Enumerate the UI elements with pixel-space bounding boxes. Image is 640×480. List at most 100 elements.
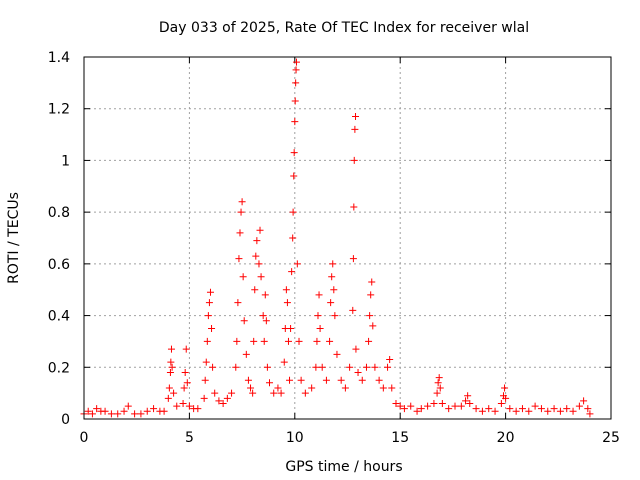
data-point	[182, 345, 190, 353]
data-point	[407, 402, 415, 410]
data-point	[435, 374, 443, 382]
data-point	[234, 299, 242, 307]
data-point	[384, 363, 392, 371]
data-point	[350, 156, 358, 164]
data-point	[215, 397, 223, 405]
y-tick-label: 0.4	[48, 309, 70, 325]
data-point	[369, 322, 377, 330]
data-point	[206, 288, 214, 296]
data-point	[575, 402, 583, 410]
data-point	[284, 337, 292, 345]
data-point	[203, 337, 211, 345]
data-point	[329, 260, 337, 268]
data-point	[223, 394, 231, 402]
tick-layer: 0 5 10 15 20 25 0 0.2 0.4 0.6 0.8 1 1.2 1.4	[48, 50, 620, 446]
data-point	[563, 405, 571, 413]
data-point	[328, 273, 336, 281]
data-point	[580, 397, 588, 405]
chart-title: Day 033 of 2025, Rate Of TEC Index for r…	[159, 20, 529, 36]
data-point	[351, 125, 359, 133]
data-point	[219, 399, 227, 407]
data-point	[239, 273, 247, 281]
data-point	[349, 255, 357, 263]
data-point	[185, 402, 193, 410]
data-point	[316, 325, 324, 332]
data-point	[367, 291, 375, 299]
data-point	[211, 389, 219, 397]
y-tick-label: 1	[61, 153, 70, 169]
data-point	[550, 405, 558, 413]
plot-frame	[83, 56, 612, 420]
data-point	[330, 286, 338, 294]
data-point	[170, 389, 178, 397]
data-point	[114, 410, 122, 418]
data-point	[201, 376, 209, 384]
data-point	[466, 399, 474, 407]
data-point	[525, 407, 533, 415]
data-point	[434, 379, 442, 387]
data-point	[208, 325, 216, 332]
data-point	[346, 363, 354, 371]
data-point	[314, 312, 322, 320]
data-point	[137, 410, 145, 418]
data-point	[292, 66, 300, 74]
data-point	[179, 399, 187, 407]
data-point	[173, 402, 181, 410]
data-point	[445, 405, 453, 413]
data-point	[292, 79, 300, 87]
data-point	[584, 405, 592, 413]
data-point	[290, 149, 298, 157]
x-axis-label: GPS time / hours	[285, 459, 402, 475]
data-point	[438, 399, 446, 407]
data-point	[388, 384, 396, 392]
data-point	[120, 407, 128, 415]
data-point	[556, 407, 564, 415]
data-point	[518, 405, 526, 413]
data-point	[301, 389, 309, 397]
data-point	[160, 407, 168, 415]
data-point	[150, 405, 158, 413]
data-point	[349, 306, 357, 314]
data-point	[502, 394, 510, 402]
data-point	[371, 363, 379, 371]
data-point	[451, 402, 459, 410]
data-point	[341, 384, 349, 392]
data-point	[375, 376, 383, 384]
data-point	[506, 405, 514, 413]
y-tick-label: 0	[61, 412, 70, 428]
y-axis-label: ROTI / TECUs	[6, 192, 22, 284]
data-point	[386, 356, 394, 364]
data-point	[424, 402, 432, 410]
data-point	[107, 410, 115, 418]
data-point	[238, 198, 246, 206]
data-point	[295, 337, 303, 345]
data-point	[131, 410, 139, 418]
data-point	[512, 407, 520, 415]
data-point	[352, 345, 360, 353]
data-point	[266, 379, 274, 387]
data-point	[236, 229, 244, 237]
data-point	[350, 203, 358, 211]
data-point	[396, 402, 404, 410]
data-point	[586, 410, 594, 418]
data-point	[263, 363, 271, 371]
data-point	[249, 389, 257, 397]
data-point	[200, 394, 208, 402]
data-point	[232, 363, 240, 371]
data-point	[352, 112, 360, 120]
data-point	[259, 312, 267, 320]
data-point	[256, 226, 264, 234]
data-point	[274, 384, 282, 392]
data-point	[88, 410, 96, 418]
data-point	[292, 58, 300, 66]
data-point	[436, 384, 444, 392]
data-point	[308, 384, 316, 392]
x-tick-label: 0	[80, 430, 89, 446]
data-point	[167, 345, 175, 353]
data-point	[261, 291, 269, 299]
data-point	[270, 389, 278, 397]
data-point	[84, 407, 92, 415]
data-point	[183, 379, 191, 387]
x-tick-label: 15	[391, 430, 409, 446]
